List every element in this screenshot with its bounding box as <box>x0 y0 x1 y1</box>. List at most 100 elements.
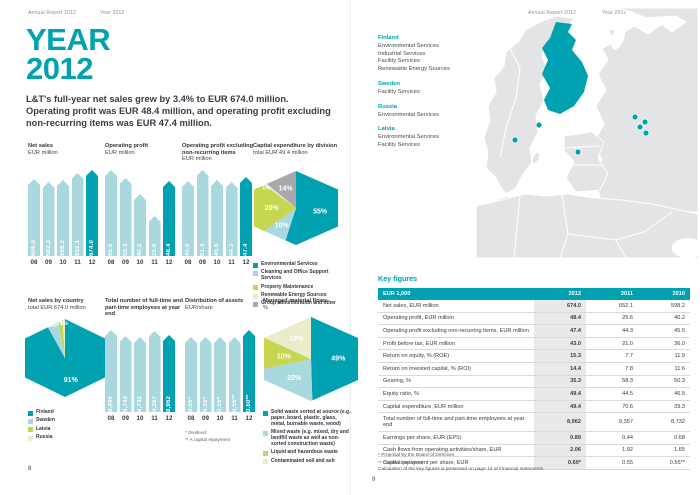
bar-year-label: 11 <box>228 259 235 266</box>
bar-assets-08: 0.55* <box>185 337 197 412</box>
row-label: Gearing, % <box>378 375 534 389</box>
bar-operating-profit-excl-10: 45.5 <box>211 180 223 256</box>
value-prior-year: 70.6 <box>586 400 638 414</box>
legend-label: Solid waste sorted at source (e.g. paper… <box>271 409 351 427</box>
value-prior-year: 44.3 <box>586 324 638 338</box>
location-service: Industrial Services <box>378 50 426 57</box>
operating-profit-chart: Operating profit EUR million 55.5 50.3 40.… <box>105 143 179 273</box>
bar-year-label: 10 <box>136 259 144 266</box>
value-2012: 48.4 <box>534 312 586 326</box>
value-2012: 14.4 <box>534 362 586 376</box>
page-number-right: 9 <box>372 477 376 483</box>
bar-operating-profit-08: 55.5 <box>105 170 117 256</box>
bar-value-label: 9,490 <box>108 395 114 412</box>
map-white-sea <box>611 26 625 50</box>
location-service: Facility Services <box>378 141 420 148</box>
row-label: Capital repayment per share, EUR <box>378 456 534 470</box>
bar-year-label: 11 <box>151 415 158 422</box>
bar-net-sales-11: 652.1 <box>71 173 84 256</box>
chart-title: Capital expenditure by division total EU… <box>253 143 338 156</box>
table-row: Return on equity, % (ROE) 15.3 7.7 11.9 <box>378 349 690 363</box>
value-prior-year: 0.68 <box>638 431 690 445</box>
legend-label: Environmental Services <box>261 261 318 267</box>
country-pie: 91% 5% 2%1% <box>25 319 105 397</box>
location-group: Sweden Facility Services <box>378 81 478 97</box>
pie-slice-percentage: 14% <box>279 186 294 193</box>
pie-slice-percentage: 10% <box>277 353 292 360</box>
bar-year-label: 10 <box>59 259 67 266</box>
year-axis: 08 09 10 11 12 <box>105 415 175 422</box>
value-prior-year: 598.2 <box>638 300 690 313</box>
bar-year-label: 08 <box>184 259 192 266</box>
table-row: Equity ratio, % 49.4 44.5 46.5 <box>378 387 690 401</box>
map-black-sea <box>672 238 698 258</box>
bar-value-label: 0.55* <box>188 396 194 412</box>
pie-slice-percentage: 2% <box>56 321 64 327</box>
row-label: Operating profit, EUR million <box>378 312 534 326</box>
pie-slice-percentage: 55% <box>313 208 328 215</box>
location-country: Russia <box>378 103 398 110</box>
pie-slice-percentage: 1% <box>262 186 270 192</box>
footnote-dividend-per-share: ** Dividend per share <box>378 460 424 466</box>
legend-label: Mixed waste (e.g. mixed, dry and landfil… <box>271 429 349 447</box>
bar-year-label: 09 <box>122 415 129 422</box>
bar-value-label: 44.3 <box>228 243 235 256</box>
pie-slice-country <box>52 319 65 358</box>
bar-value-label: 50.3 <box>122 243 129 256</box>
pie-slice-country <box>60 319 65 358</box>
bar-value-label: 51.3 <box>199 243 206 256</box>
location-service: Environmental Services <box>378 42 439 49</box>
bar-assets-11: 0.55** <box>228 337 241 412</box>
footnote-dividend: * Dividend <box>185 430 206 435</box>
bar-assets-12: 0.60** <box>243 330 255 412</box>
table-header-row: EUR 1,000 2012 2011 2010 <box>378 288 690 300</box>
row-label: Capital expenditure, EUR million <box>378 400 534 414</box>
breadcrumb-section: Year 2012 <box>602 10 627 16</box>
bar-value-label: 0.60** <box>246 394 252 412</box>
bar-net-sales-12: 674.0 <box>86 170 98 256</box>
bar-operating-profit-excl-08: 45.0 <box>182 181 194 256</box>
lead-paragraph: L&T's full-year net sales grew by 3.4% t… <box>26 94 331 129</box>
value-prior-year: 1.92 <box>586 444 638 458</box>
europe-map <box>476 8 698 258</box>
bar-group: 55.5 50.3 40.2 25.6 48.4 <box>105 170 175 256</box>
bar-year-label: 08 <box>107 259 115 266</box>
value-prior-year: 11.6 <box>638 362 690 376</box>
bar-year-label: 11 <box>151 259 158 266</box>
bar-year-label: 09 <box>199 259 206 266</box>
legend-item: Solid waste sorted at source (e.g. paper… <box>263 409 351 428</box>
bar-value-label: 0.55* <box>217 396 223 412</box>
page-title-line1: YEAR <box>26 22 111 57</box>
bar-year-label: 11 <box>231 415 238 422</box>
bar-value-label: 40.2 <box>137 243 143 256</box>
bar-operating-profit-12: 48.4 <box>163 181 175 256</box>
table-row: Capital repayment per share, EUR 0.60* 0.5… <box>378 456 690 470</box>
bar-value-label: 9,357 <box>151 395 158 412</box>
map-finland-highlight <box>542 22 588 114</box>
legend-swatch <box>28 410 33 416</box>
value-prior-year: 1.65 <box>638 444 690 458</box>
bar-year-label: 08 <box>107 415 115 422</box>
bar-value-label: 674.0 <box>89 239 95 256</box>
bar-assets-09: 0.55* <box>199 337 212 412</box>
bar-employees-09: 8,743 <box>119 336 132 412</box>
page-gutter <box>350 0 351 495</box>
chart-footnotes: * Dividend ** A capital repayment <box>185 430 230 444</box>
legend-item: Group administration and other <box>253 301 341 307</box>
country-legend: Finland Sweden Latvia Russia <box>28 409 116 444</box>
key-figures-table: EUR 1,000 2012 2011 2010 Net sales, EUR mill… <box>378 288 690 470</box>
bar-assets-10: 0.55* <box>214 337 226 412</box>
location-group: Latvia Environmental Services Facility Ser… <box>378 126 478 149</box>
pie-slice-percentage: 22% <box>287 375 302 382</box>
bar-operating-profit-10: 40.2 <box>134 194 146 256</box>
bar-year-label: 11 <box>74 259 81 266</box>
table-row: Cash flows from operating activities/sha… <box>378 444 690 458</box>
value-2012: 674.0 <box>534 300 586 313</box>
legend-swatch <box>263 459 268 465</box>
legend-label: Cleaning and Office Support Services <box>261 269 329 282</box>
location-dot-russia <box>641 118 649 126</box>
bar-value-label: 48.4 <box>166 243 172 256</box>
bar-year-label: 09 <box>45 259 52 266</box>
chart-title: Managed material flows % <box>263 298 328 311</box>
location-dot-russia <box>642 129 650 137</box>
